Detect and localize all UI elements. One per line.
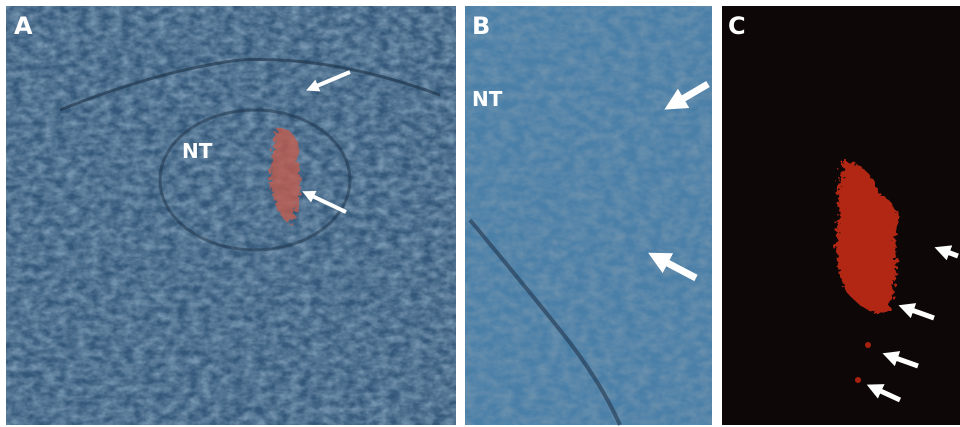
- panel-a: A NT: [6, 6, 456, 425]
- annotation: NT: [472, 87, 503, 111]
- panel-b: B NT: [465, 6, 712, 425]
- panel-label: A: [14, 12, 33, 40]
- panel-label: B: [472, 12, 490, 40]
- figure: A NT B NT C: [0, 0, 960, 427]
- panel-label: C: [728, 12, 746, 40]
- tissue-texture: [6, 6, 456, 425]
- tissue-texture: [465, 6, 712, 425]
- page: A NT B NT C (() => { const data = JSON.p…: [0, 0, 960, 427]
- red-signal-dot: [865, 342, 871, 348]
- red-signal-dot: [855, 377, 861, 383]
- annotation: NT: [182, 139, 213, 163]
- panel-c: C: [722, 6, 960, 425]
